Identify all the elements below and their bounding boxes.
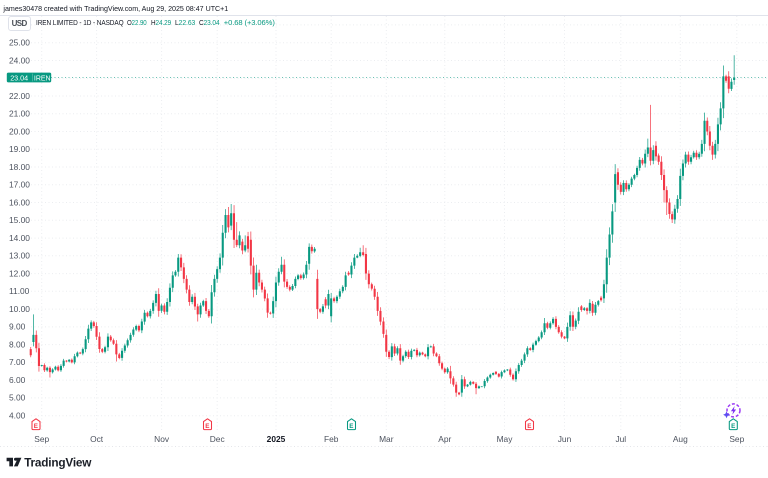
svg-text:24.00: 24.00 <box>9 55 30 65</box>
svg-text:Jun: Jun <box>558 434 572 444</box>
svg-text:Aug: Aug <box>673 434 688 444</box>
svg-text:19.00: 19.00 <box>9 144 30 154</box>
svg-text:20.00: 20.00 <box>9 126 30 136</box>
svg-text:E: E <box>527 423 531 430</box>
svg-text:23.04: 23.04 <box>10 73 28 82</box>
svg-text:12.00: 12.00 <box>9 268 30 278</box>
svg-text:Feb: Feb <box>324 434 339 444</box>
svg-text:9.00: 9.00 <box>9 322 26 332</box>
svg-text:10.00: 10.00 <box>9 304 30 314</box>
svg-text:5.00: 5.00 <box>9 393 26 403</box>
svg-text:4.00: 4.00 <box>9 411 26 421</box>
svg-text:7.00: 7.00 <box>9 357 26 367</box>
svg-text:Sep: Sep <box>729 434 744 444</box>
svg-text:2025: 2025 <box>267 434 286 444</box>
svg-text:Sep: Sep <box>34 434 49 444</box>
svg-text:E: E <box>205 423 209 430</box>
svg-text:17.00: 17.00 <box>9 180 30 190</box>
svg-text:Dec: Dec <box>210 434 225 444</box>
svg-text:Jul: Jul <box>615 434 626 444</box>
svg-text:6.00: 6.00 <box>9 375 26 385</box>
svg-text:15.00: 15.00 <box>9 215 30 225</box>
svg-text:14.00: 14.00 <box>9 233 30 243</box>
svg-text:Nov: Nov <box>154 434 170 444</box>
svg-text:TradingView: TradingView <box>24 456 92 470</box>
svg-text:16.00: 16.00 <box>9 197 30 207</box>
svg-text:22.00: 22.00 <box>9 91 30 101</box>
svg-text:13.00: 13.00 <box>9 251 30 261</box>
svg-text:E: E <box>731 423 735 430</box>
svg-text:Apr: Apr <box>438 434 451 444</box>
svg-text:21.00: 21.00 <box>9 109 30 119</box>
svg-text:18.00: 18.00 <box>9 162 30 172</box>
svg-text:Oct: Oct <box>90 434 104 444</box>
svg-text:11.00: 11.00 <box>9 286 30 296</box>
svg-text:May: May <box>497 434 514 444</box>
svg-text:IREN: IREN <box>34 75 51 82</box>
svg-text:E: E <box>349 423 353 430</box>
svg-text:E: E <box>34 423 38 430</box>
svg-text:8.00: 8.00 <box>9 339 26 349</box>
svg-text:25.00: 25.00 <box>9 38 30 48</box>
svg-text:Mar: Mar <box>379 434 394 444</box>
